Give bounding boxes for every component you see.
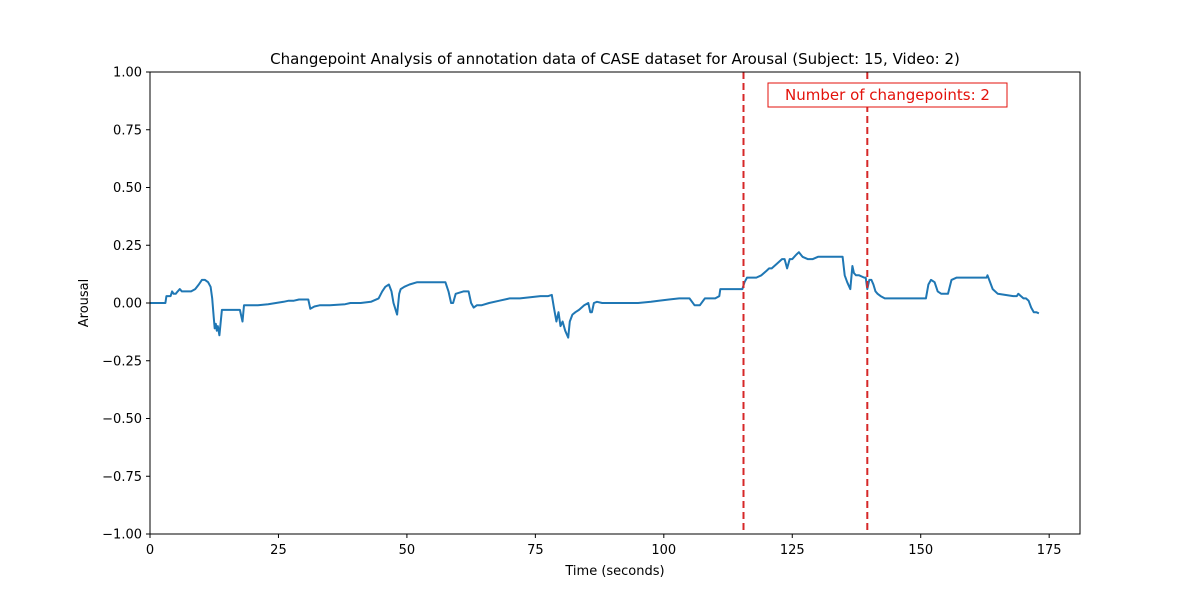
annotation-box [767, 82, 1008, 108]
x-tick-label: 75 [527, 543, 544, 558]
x-tick-label: 175 [1037, 543, 1062, 558]
y-tick-label: −0.25 [102, 354, 142, 369]
x-axis-ticks: 0 25 50 75 100 125 150 175 [146, 534, 1062, 558]
changepoint-count-annotation: Number of changepoints: 2 [767, 82, 1008, 108]
y-tick-label: 0.25 [113, 239, 142, 254]
y-tick-label: 0.00 [113, 297, 142, 312]
x-tick-label: 125 [780, 543, 805, 558]
y-tick-label: 1.00 [113, 66, 142, 81]
y-tick-label: −0.50 [102, 412, 142, 427]
series-line-0 [150, 251, 1040, 339]
x-tick-label: 100 [651, 543, 676, 558]
x-tick-label: 50 [399, 543, 416, 558]
x-axis-label: Time (seconds) [564, 564, 664, 579]
y-axis-ticks: −1.00 −0.75 −0.50 −0.25 0.00 0.25 0.50 0.75 1.00 [102, 66, 150, 543]
x-tick-label: 150 [908, 543, 933, 558]
plot-area [149, 71, 1081, 535]
y-tick-label: −1.00 [102, 528, 142, 543]
y-tick-label: 0.75 [113, 123, 142, 138]
y-tick-label: 0.50 [113, 181, 142, 196]
annotation-text: Number of changepoints: 2 [785, 86, 990, 104]
x-tick-label: 25 [270, 543, 287, 558]
chart-title: Changepoint Analysis of annotation data … [270, 50, 960, 68]
x-tick-label: 0 [146, 543, 154, 558]
y-axis-label: Arousal [77, 279, 92, 328]
y-tick-label: −0.75 [102, 470, 142, 485]
